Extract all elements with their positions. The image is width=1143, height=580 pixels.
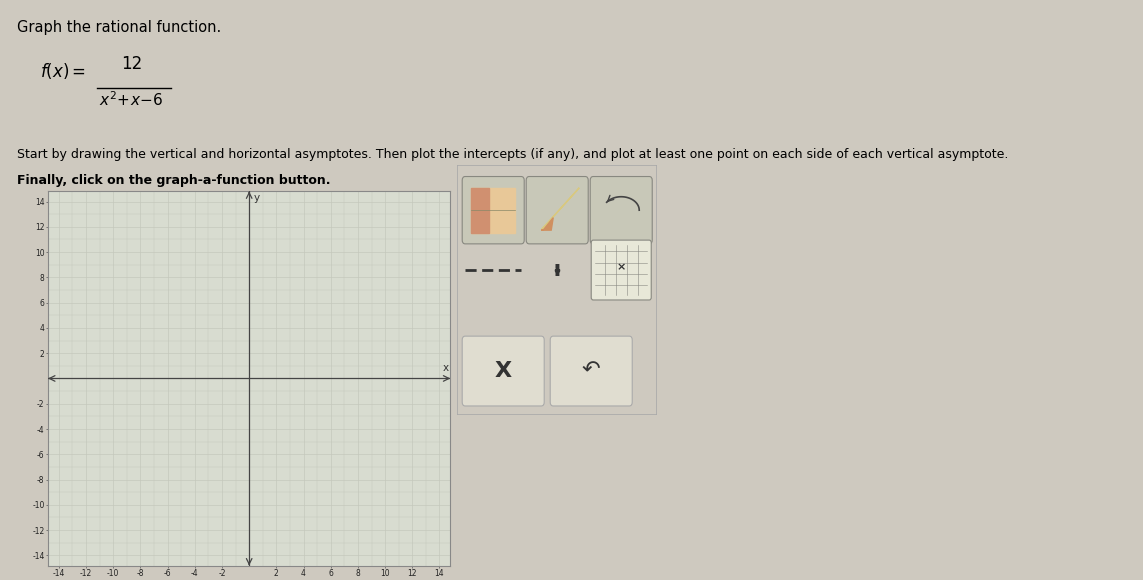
FancyBboxPatch shape xyxy=(591,240,652,300)
Text: :: : xyxy=(553,260,561,280)
Polygon shape xyxy=(471,188,515,233)
Text: y: y xyxy=(254,193,259,202)
Text: Start by drawing the vertical and horizontal asymptotes. Then plot the intercept: Start by drawing the vertical and horizo… xyxy=(17,148,1008,161)
Text: ×: × xyxy=(616,263,626,273)
FancyBboxPatch shape xyxy=(526,176,589,244)
Polygon shape xyxy=(542,218,553,230)
Text: $f(x)=$: $f(x)=$ xyxy=(40,61,86,81)
Polygon shape xyxy=(542,188,580,230)
FancyBboxPatch shape xyxy=(590,176,653,244)
FancyBboxPatch shape xyxy=(550,336,632,406)
Text: X: X xyxy=(495,361,512,381)
Text: x: x xyxy=(442,362,449,373)
Text: 12: 12 xyxy=(121,55,142,73)
Polygon shape xyxy=(471,188,489,233)
Text: ↶: ↶ xyxy=(582,361,600,381)
Text: Finally, click on the graph-a-function button.: Finally, click on the graph-a-function b… xyxy=(17,174,330,187)
Text: $x^2\!+\!x\!-\!6$: $x^2\!+\!x\!-\!6$ xyxy=(99,90,163,108)
Text: Graph the rational function.: Graph the rational function. xyxy=(17,20,222,35)
FancyBboxPatch shape xyxy=(462,336,544,406)
FancyBboxPatch shape xyxy=(462,176,525,244)
